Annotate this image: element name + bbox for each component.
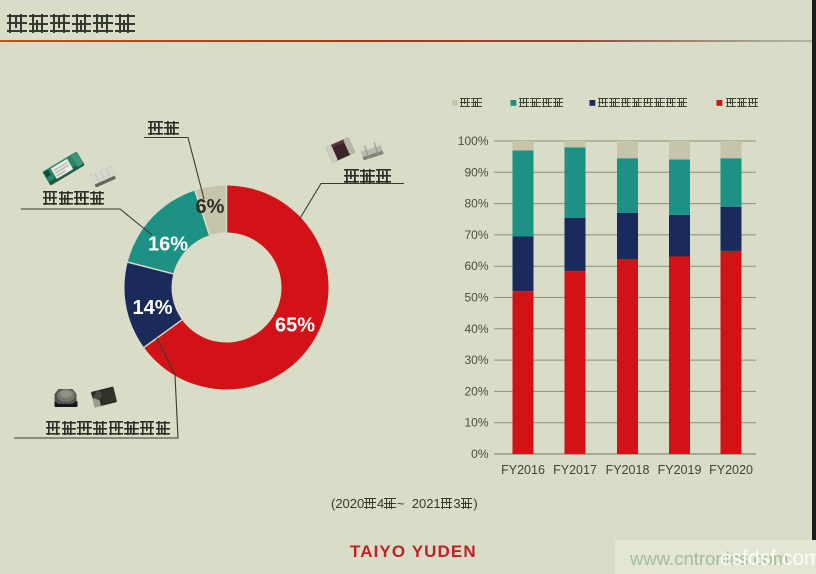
svg-text:FY2017: FY2017 (553, 463, 597, 477)
svg-text:FY2016: FY2016 (501, 463, 545, 477)
svg-text:30%: 30% (464, 353, 488, 367)
svg-text:14%: 14% (132, 297, 172, 319)
svg-text:50%: 50% (464, 291, 488, 305)
svg-text:100%: 100% (458, 134, 489, 148)
svg-text:FY2019: FY2019 (658, 463, 702, 477)
svg-text:60%: 60% (464, 259, 488, 273)
svg-text:0%: 0% (471, 447, 489, 461)
svg-text:16%: 16% (148, 234, 188, 256)
svg-text:40%: 40% (464, 322, 488, 336)
svg-text:80%: 80% (464, 197, 488, 211)
svg-text:FY2018: FY2018 (606, 463, 650, 477)
svg-text:65%: 65% (275, 315, 315, 337)
svg-text:20%: 20% (464, 384, 488, 398)
svg-text:70%: 70% (464, 228, 488, 242)
svg-text:90%: 90% (464, 165, 488, 179)
svg-text:6%: 6% (196, 196, 225, 218)
svg-text:FY2020: FY2020 (709, 463, 753, 477)
svg-text:10%: 10% (464, 416, 488, 430)
